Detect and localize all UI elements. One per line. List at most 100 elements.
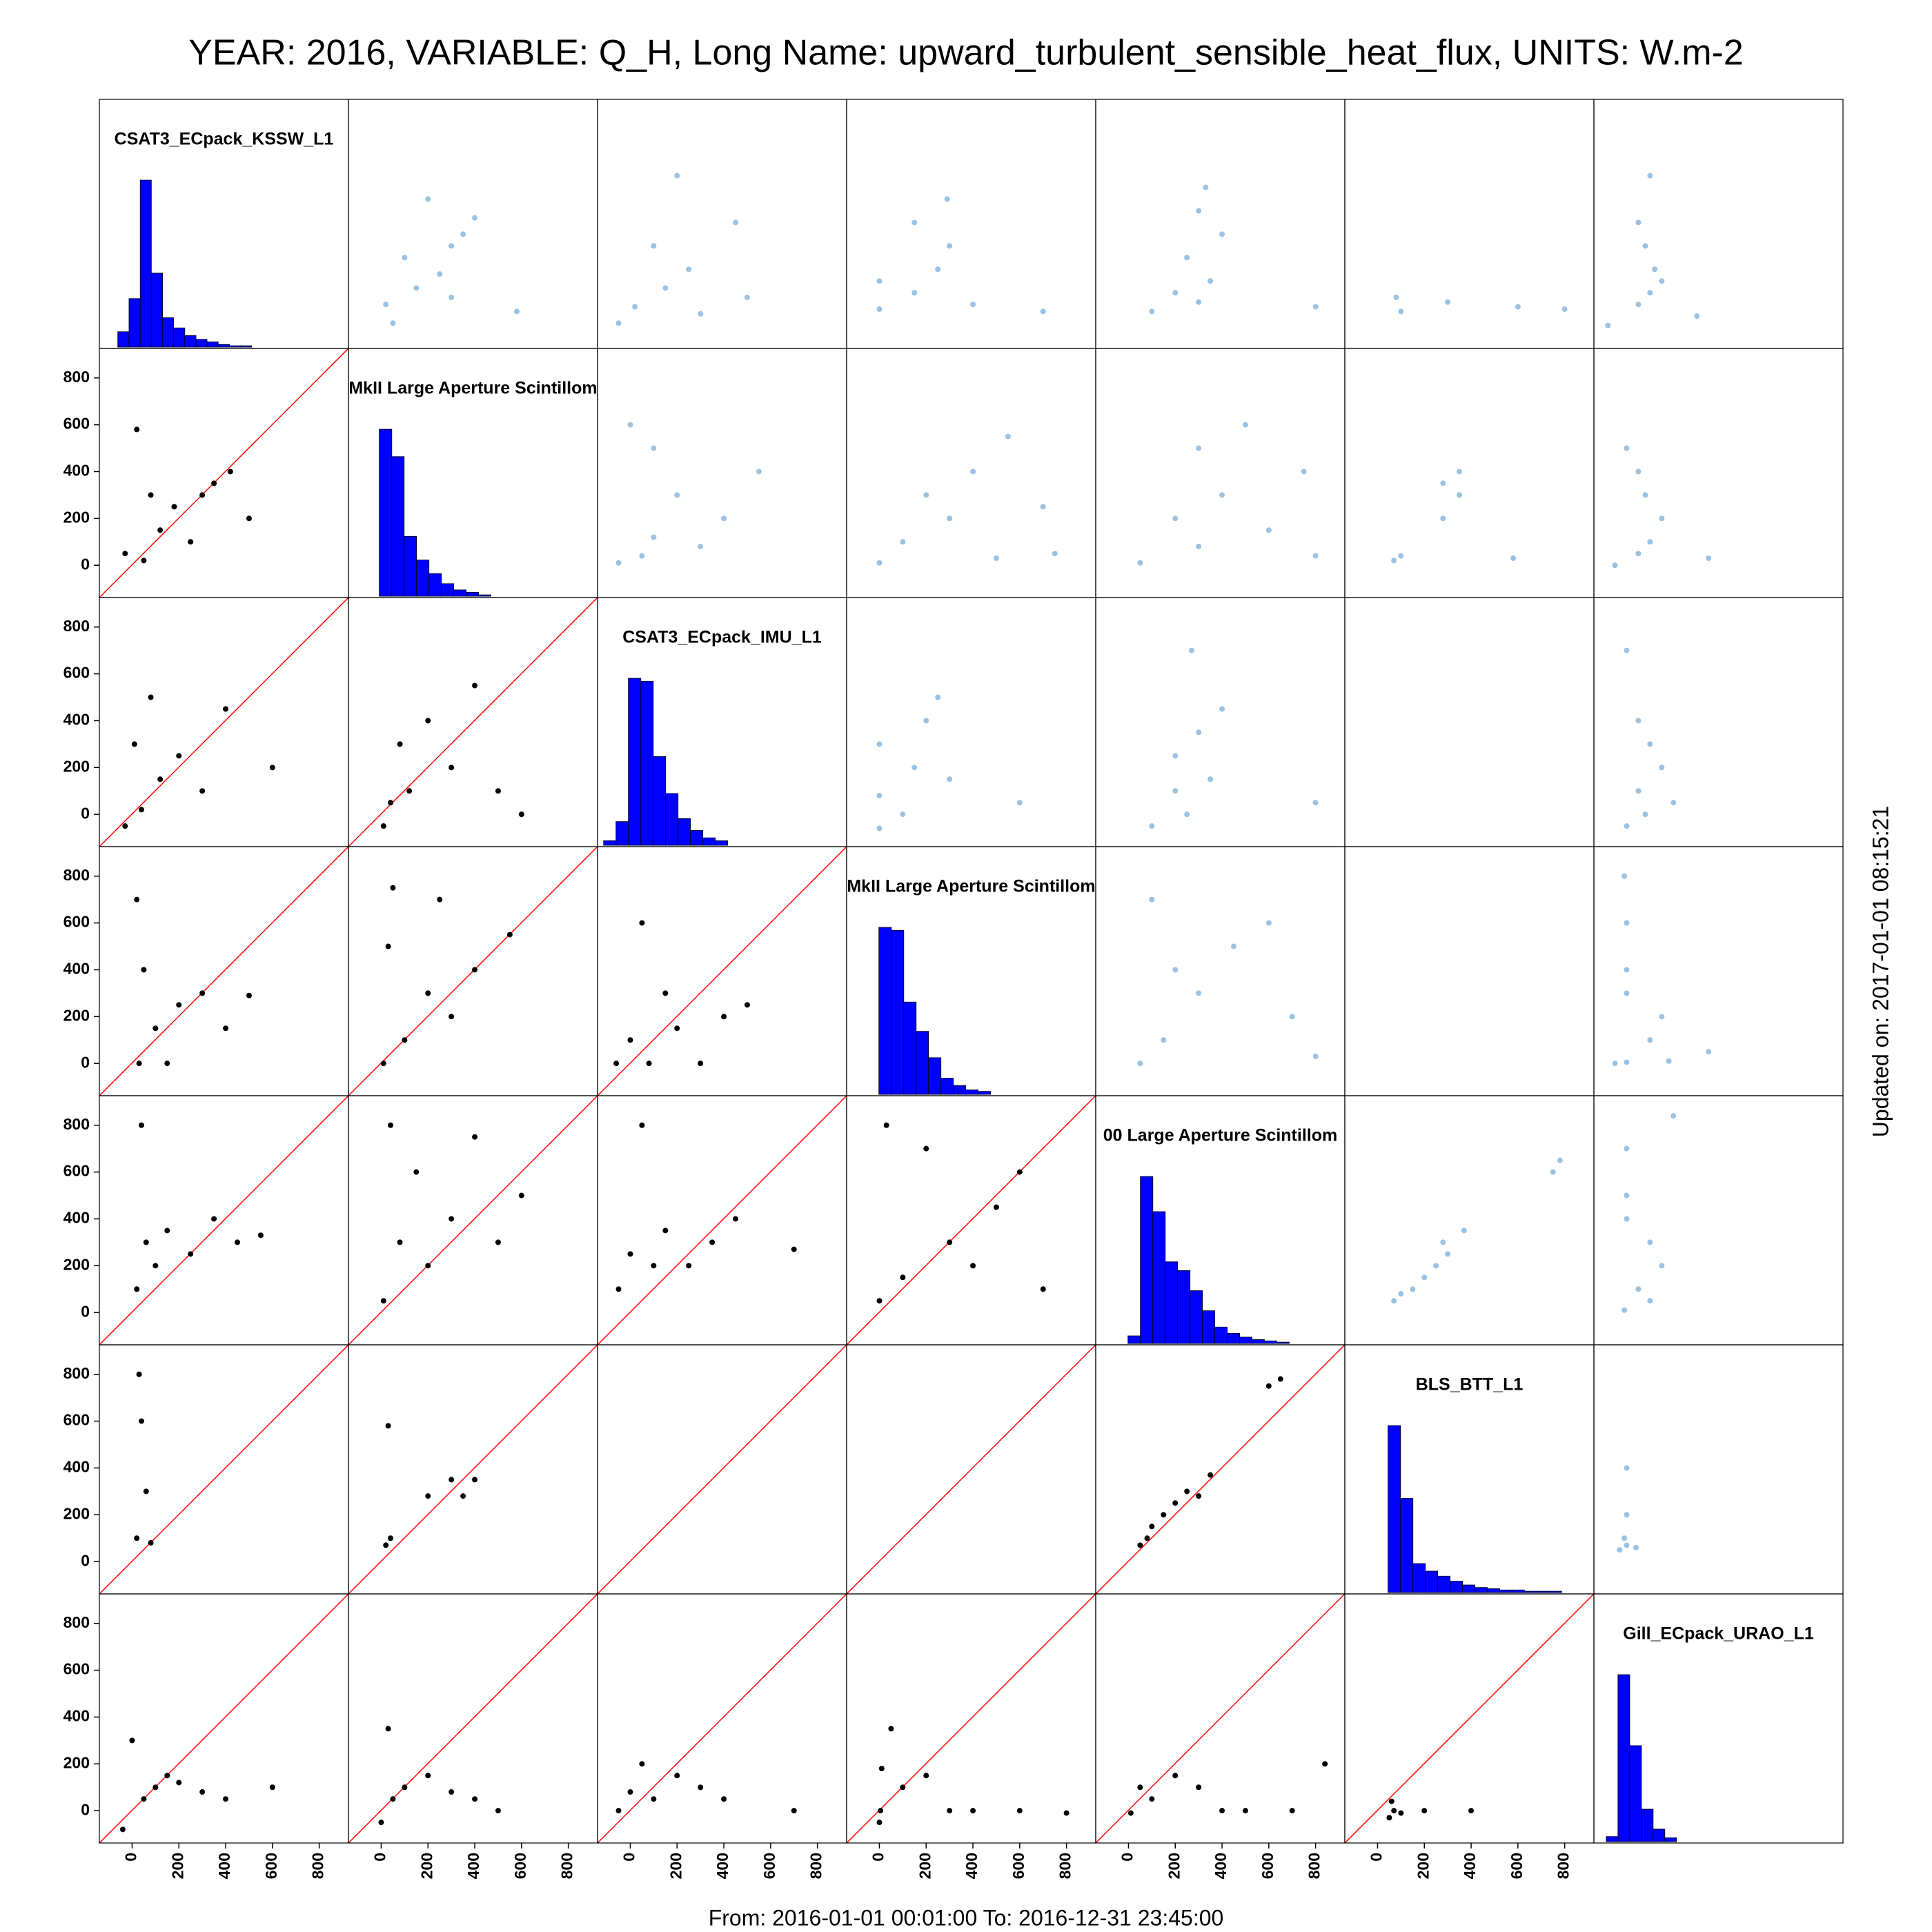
x-tick-label: 200 — [1414, 1853, 1432, 1879]
scatter-point — [472, 682, 478, 689]
variable-label: MkII Large Aperture Scintillom — [348, 379, 597, 398]
density-point — [1652, 266, 1658, 273]
identity-line — [348, 1096, 598, 1345]
panel — [99, 1096, 348, 1345]
density-point — [390, 320, 396, 326]
x-tick-label: 0 — [1368, 1853, 1386, 1862]
panel-border — [1593, 1593, 1844, 1844]
density-point — [911, 219, 918, 226]
y-tick-label: 200 — [63, 757, 90, 775]
panel-border — [1593, 1344, 1844, 1595]
scatter-point — [878, 1808, 884, 1814]
scatter-point — [1127, 1810, 1134, 1816]
scatter-point — [234, 1239, 240, 1245]
panel — [598, 847, 847, 1096]
panel — [1149, 184, 1319, 315]
histogram-bar — [653, 756, 667, 846]
scatter-point — [388, 1122, 394, 1128]
density-point — [383, 302, 389, 308]
scatter-point — [495, 1239, 501, 1245]
panel — [348, 1594, 598, 1843]
density-point — [1196, 299, 1202, 305]
x-tick-label: 200 — [1165, 1853, 1183, 1879]
density-point — [1635, 718, 1642, 724]
density-point — [460, 231, 466, 237]
scatter-point — [662, 990, 669, 996]
scatter-point — [134, 1535, 140, 1541]
date-range: From: 2016-01-01 00:01:00 To: 2016-12-31… — [709, 1905, 1224, 1930]
scatter-point — [164, 1773, 170, 1779]
scatter-point — [257, 1232, 264, 1239]
y-tick-label: 200 — [63, 1006, 90, 1024]
histogram-bar — [239, 345, 253, 348]
density-point — [472, 215, 478, 221]
scatter-point — [199, 990, 206, 996]
density-point — [686, 266, 692, 273]
histogram-bar — [615, 821, 629, 846]
density-point — [698, 310, 704, 317]
histogram-bar — [379, 428, 393, 597]
density-point — [1706, 555, 1712, 561]
y-tick-label: 600 — [63, 1660, 90, 1678]
scatter-point — [1184, 1488, 1190, 1495]
identity-line — [847, 1345, 1096, 1594]
histogram-bar — [391, 456, 405, 597]
scatter-point — [1391, 1808, 1397, 1814]
variable-label: CSAT3_ECpack_IMU_L1 — [622, 628, 822, 647]
scatter-point — [1063, 1810, 1070, 1816]
y-tick-label: 0 — [81, 1551, 90, 1569]
scatter-point — [472, 967, 478, 973]
density-point — [1635, 219, 1642, 226]
y-tick-label: 800 — [63, 368, 90, 386]
scatter-point — [390, 885, 396, 891]
histogram-bar — [453, 589, 467, 597]
density-point — [876, 278, 883, 284]
x-tick-label: 600 — [1508, 1853, 1526, 1879]
density-point — [1612, 562, 1618, 569]
scatter-point — [188, 1251, 194, 1257]
scatter-point — [1322, 1761, 1328, 1767]
density-point — [1550, 1169, 1556, 1175]
panel — [99, 1345, 348, 1594]
scatter-point — [947, 1808, 953, 1814]
scatter-point — [639, 1761, 645, 1767]
scatter-point — [269, 1784, 275, 1791]
density-point — [876, 306, 883, 312]
density-point — [1624, 1216, 1630, 1222]
identity-line — [598, 1345, 847, 1594]
scatter-point — [402, 1037, 408, 1043]
density-point — [1301, 469, 1307, 475]
x-tick-label: 600 — [1009, 1853, 1027, 1879]
scatter-point — [157, 527, 164, 533]
scatter-point — [744, 1002, 750, 1008]
histogram-bar — [1548, 1590, 1562, 1593]
panel-border — [846, 597, 1096, 847]
scatter-point — [615, 1286, 622, 1292]
panel-border — [1593, 597, 1844, 847]
density-point — [1670, 800, 1677, 806]
scatter-point — [1289, 1808, 1295, 1814]
scatter-point — [122, 551, 128, 557]
panel — [99, 1594, 348, 1843]
histogram-bar — [441, 583, 455, 597]
scatter-point — [402, 1784, 408, 1791]
density-point — [651, 534, 657, 540]
identity-line — [99, 1594, 348, 1843]
scatter-point — [1040, 1286, 1046, 1292]
scatter-point — [385, 943, 391, 949]
density-point — [1219, 706, 1225, 712]
histogram-bar — [1276, 1341, 1290, 1344]
scatter-point — [721, 1796, 727, 1802]
density-point — [1635, 1286, 1642, 1292]
density-point — [1149, 823, 1155, 829]
scatter-point — [506, 931, 513, 938]
density-point — [1040, 308, 1046, 315]
density-point — [1219, 231, 1225, 237]
y-tick-label: 0 — [81, 555, 90, 573]
scatter-point — [1172, 1500, 1179, 1506]
density-point — [1445, 1251, 1451, 1257]
density-point — [674, 172, 680, 179]
histogram-bar — [1629, 1745, 1642, 1842]
x-tick-label: 400 — [1461, 1853, 1479, 1879]
density-point — [1172, 788, 1179, 794]
